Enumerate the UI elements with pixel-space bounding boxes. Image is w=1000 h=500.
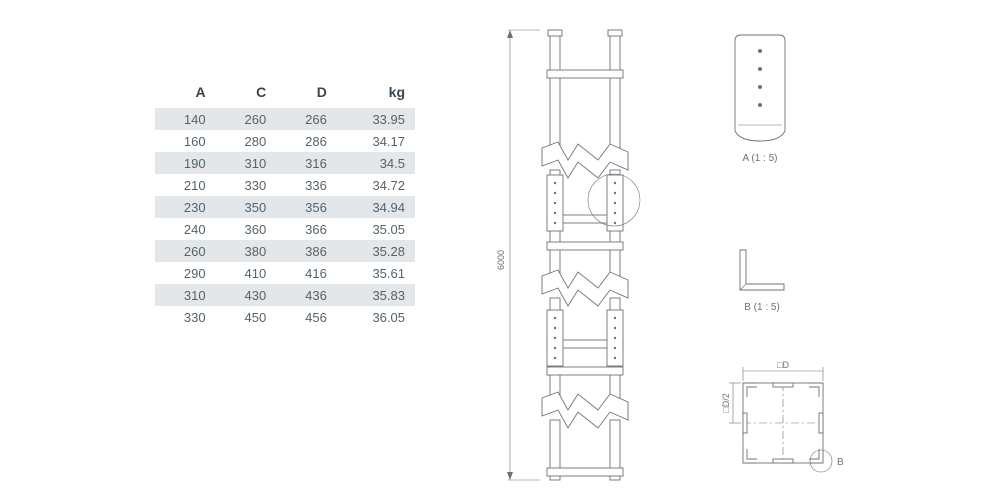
table-cell: 416	[276, 262, 337, 284]
table-cell: 410	[216, 262, 277, 284]
table-cell: 380	[216, 240, 277, 262]
table-cell: 34.5	[337, 152, 415, 174]
table-cell: 286	[276, 130, 337, 152]
table-cell: 450	[216, 306, 277, 328]
table-cell: 230	[155, 196, 216, 218]
svg-text:□D: □D	[777, 360, 789, 370]
table-cell: 266	[276, 108, 337, 130]
table-cell: 160	[155, 130, 216, 152]
table-row: 29041041635.61	[155, 262, 415, 284]
spec-table: A C D kg 14026026633.9516028028634.17190…	[155, 80, 415, 328]
table-cell: 436	[276, 284, 337, 306]
section-dim-D2: D/2	[721, 393, 731, 407]
table-cell: 310	[216, 152, 277, 174]
table-cell: 330	[155, 306, 216, 328]
table-cell: 34.72	[337, 174, 415, 196]
table-cell: 456	[276, 306, 337, 328]
col-header-D: D	[276, 80, 337, 108]
detail-A: A (1 : 5)	[735, 35, 785, 164]
table-cell: 280	[216, 130, 277, 152]
col-header-A: A	[155, 80, 216, 108]
section-dim-D: D	[782, 360, 789, 370]
table-row: 23035035634.94	[155, 196, 415, 218]
table-row: 26038038635.28	[155, 240, 415, 262]
spec-table-head: A C D kg	[155, 80, 415, 108]
table-cell: 240	[155, 218, 216, 240]
table-cell: 190	[155, 152, 216, 174]
table-cell: 34.94	[337, 196, 415, 218]
table-cell: 35.61	[337, 262, 415, 284]
col-header-C: C	[216, 80, 277, 108]
drawing-region: 6000	[480, 20, 980, 490]
detail-B: B (1 : 5)	[740, 250, 784, 313]
table-cell: 210	[155, 174, 216, 196]
overall-height-dim: 6000	[496, 250, 506, 270]
table-cell: 33.95	[337, 108, 415, 130]
page: A C D kg 14026026633.9516028028634.17190…	[0, 0, 1000, 500]
table-cell: 316	[276, 152, 337, 174]
section-corner-label: B	[837, 457, 844, 468]
main-elevation-view: 6000	[496, 30, 640, 480]
table-row: 14026026633.95	[155, 108, 415, 130]
table-row: 24036036635.05	[155, 218, 415, 240]
detail-A-label: A (1 : 5)	[742, 153, 777, 164]
table-cell: 35.83	[337, 284, 415, 306]
table-row: 19031031634.5	[155, 152, 415, 174]
table-row: 31043043635.83	[155, 284, 415, 306]
table-cell: 360	[216, 218, 277, 240]
table-cell: 260	[155, 240, 216, 262]
table-cell: 35.05	[337, 218, 415, 240]
table-cell: 386	[276, 240, 337, 262]
spec-table-region: A C D kg 14026026633.9516028028634.17190…	[155, 80, 415, 328]
table-cell: 260	[216, 108, 277, 130]
table-cell: 350	[216, 196, 277, 218]
table-cell: 290	[155, 262, 216, 284]
tech-drawing-svg: 6000	[480, 20, 980, 490]
table-cell: 140	[155, 108, 216, 130]
svg-text:□D/2: □D/2	[721, 393, 731, 412]
table-cell: 430	[216, 284, 277, 306]
table-row: 21033033634.72	[155, 174, 415, 196]
table-cell: 36.05	[337, 306, 415, 328]
table-cell: 35.28	[337, 240, 415, 262]
table-cell: 336	[276, 174, 337, 196]
table-cell: 366	[276, 218, 337, 240]
spec-table-body: 14026026633.9516028028634.1719031031634.…	[155, 108, 415, 328]
col-header-kg: kg	[337, 80, 415, 108]
table-cell: 356	[276, 196, 337, 218]
table-row: 16028028634.17	[155, 130, 415, 152]
table-row: 33045045636.05	[155, 306, 415, 328]
detail-B-label: B (1 : 5)	[744, 302, 780, 313]
table-cell: 330	[216, 174, 277, 196]
table-cell: 34.17	[337, 130, 415, 152]
section-view: □D □D/2	[721, 360, 844, 472]
table-cell: 310	[155, 284, 216, 306]
